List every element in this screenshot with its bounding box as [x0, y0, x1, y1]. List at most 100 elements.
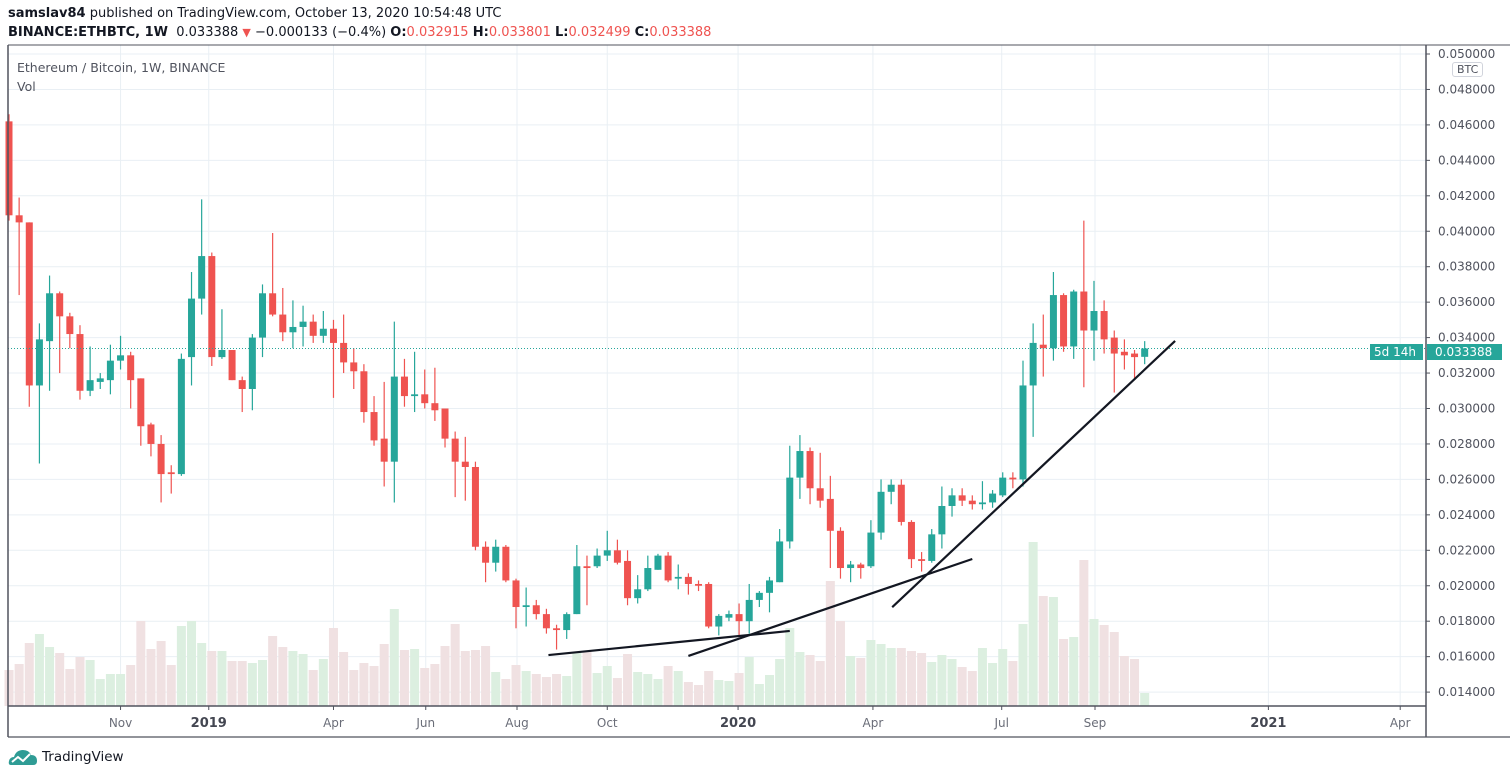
- volume-bar: [775, 659, 785, 706]
- price-tick-label: 0.018000: [1438, 614, 1495, 628]
- volume-bar: [1018, 624, 1028, 706]
- candle-body: [867, 532, 875, 567]
- volume-bar: [146, 649, 156, 706]
- low-value: 0.032499: [568, 25, 631, 40]
- volume-bar: [105, 674, 115, 706]
- trendlines[interactable]: [548, 340, 1176, 657]
- volume-bars: [4, 542, 1150, 706]
- candle-body: [411, 394, 419, 397]
- candle-body: [948, 495, 956, 506]
- chart-legend-title: Ethereum / Bitcoin, 1W, BINANCE: [17, 60, 226, 75]
- volume-bar: [410, 649, 420, 706]
- volume-bar: [491, 672, 501, 706]
- volume-bar: [1109, 632, 1119, 706]
- volume-bar: [176, 626, 186, 706]
- candle-body: [715, 615, 723, 627]
- volume-bar: [14, 664, 24, 706]
- volume-bar: [1089, 619, 1099, 706]
- time-tick-label: 2019: [191, 716, 227, 731]
- candle-body: [1060, 295, 1068, 347]
- volume-bar: [318, 659, 328, 706]
- candle-body: [999, 477, 1007, 496]
- price-tick-label: 0.014000: [1438, 685, 1495, 699]
- candle-body: [86, 380, 94, 391]
- tradingview-logo[interactable]: TradingView: [8, 747, 124, 767]
- candle-body: [441, 408, 449, 439]
- volume-bar: [967, 671, 977, 706]
- candle-body: [928, 534, 936, 561]
- volume-bar: [521, 671, 531, 706]
- volume-bar: [683, 682, 693, 706]
- volume-bar: [359, 663, 369, 706]
- candle-body: [167, 472, 175, 475]
- candle-body: [968, 500, 976, 505]
- candle-body: [380, 438, 388, 462]
- volume-bar: [937, 655, 947, 706]
- volume-bar: [34, 634, 44, 706]
- volume-bar: [45, 647, 55, 706]
- price-tick-label: 0.042000: [1438, 189, 1495, 203]
- time-tick-label: Jun: [415, 716, 435, 730]
- volume-bar: [55, 653, 65, 706]
- candle-body: [786, 477, 794, 542]
- bar-countdown: 5d 14h: [1370, 344, 1423, 360]
- volume-bar: [694, 685, 704, 706]
- candle-body: [1049, 295, 1057, 349]
- candle-body: [319, 328, 327, 336]
- symbol-info: BINANCE:ETHBTC, 1W 0.033388 ▼ −0.000133 …: [8, 25, 711, 40]
- volume-bar: [1048, 597, 1058, 706]
- candle-body: [1110, 337, 1118, 354]
- volume-bar: [602, 666, 612, 706]
- volume-bar: [450, 624, 460, 706]
- candle-body: [451, 438, 459, 462]
- candle-body: [583, 566, 591, 569]
- price-tick-label: 0.034000: [1438, 331, 1495, 345]
- volume-bar: [379, 644, 389, 706]
- candle-body: [15, 215, 23, 223]
- brand-name: TradingView: [42, 749, 124, 765]
- volume-bar: [795, 652, 805, 706]
- candle-body: [512, 580, 520, 608]
- candle-body: [522, 605, 530, 608]
- volume-bar: [1130, 659, 1140, 706]
- volume-bar: [896, 648, 906, 706]
- price-tick-label: 0.040000: [1438, 224, 1495, 238]
- candle-body: [1009, 477, 1017, 480]
- volume-bar: [349, 670, 359, 706]
- volume-bar: [116, 674, 126, 706]
- volume-bar: [998, 649, 1008, 706]
- volume-bar: [126, 665, 136, 706]
- volume-bar: [541, 677, 551, 706]
- volume-bar: [4, 670, 14, 706]
- low-label: L:: [554, 25, 569, 40]
- candle-body: [299, 321, 307, 327]
- currency-badge[interactable]: BTC: [1452, 62, 1484, 77]
- last-price: 0.033388: [176, 25, 239, 40]
- candle-body: [684, 576, 692, 584]
- price-axis[interactable]: 0.050000 0.048000 0.046000 0.044000 0.042000…: [1426, 47, 1495, 699]
- candle-body: [502, 546, 510, 581]
- candle-body: [106, 360, 114, 381]
- volume-bar: [724, 681, 734, 706]
- volume-bar: [298, 654, 308, 706]
- candle-body: [5, 121, 13, 216]
- candle-body: [958, 495, 966, 501]
- candle-body: [360, 371, 368, 413]
- time-tick-label: Apr: [863, 716, 884, 730]
- time-axis[interactable]: Nov 2019 Apr Jun Aug Oct 2020 Apr Jul Sep 2021 Apr: [109, 706, 1411, 731]
- candle-body: [76, 334, 84, 391]
- candle-body: [1120, 351, 1128, 356]
- symbol-label: BINANCE:ETHBTC, 1W: [8, 25, 168, 40]
- candle-body: [1039, 344, 1047, 349]
- volume-bar: [1008, 661, 1018, 706]
- volume-bar: [856, 658, 866, 706]
- candle-body: [644, 568, 652, 590]
- volume-bar: [1119, 656, 1129, 706]
- author-name[interactable]: samslav84: [8, 6, 86, 21]
- candle-body: [35, 339, 43, 386]
- publish-info: samslav84 published on TradingView.com, …: [8, 6, 501, 21]
- price-tick-label: 0.032000: [1438, 366, 1495, 380]
- volume-bar: [389, 609, 399, 706]
- volume-bar: [886, 648, 896, 706]
